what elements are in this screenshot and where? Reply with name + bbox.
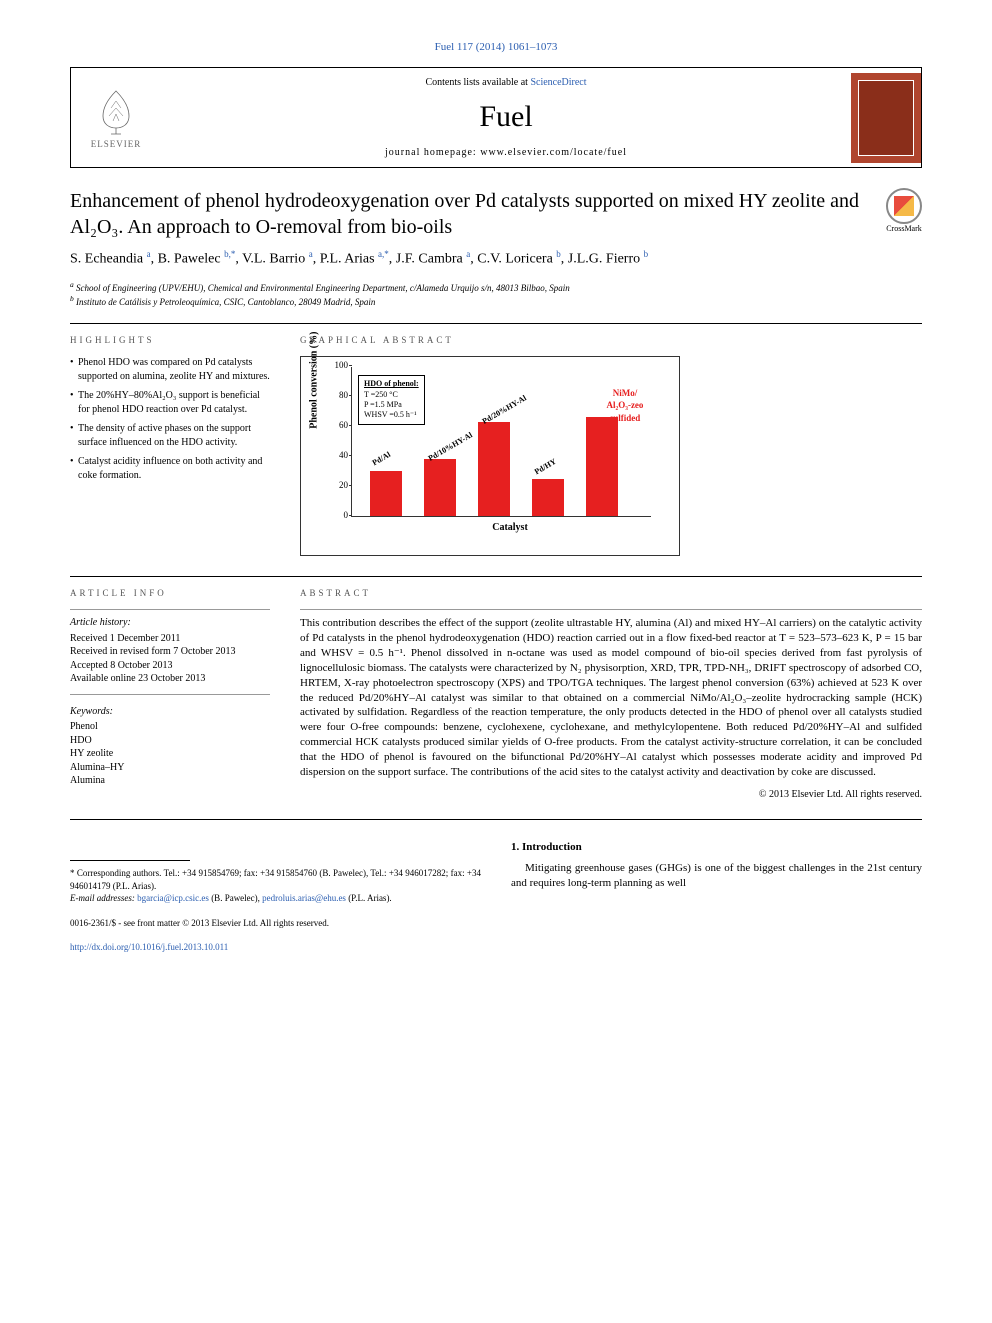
- keywords-block: Keywords: PhenolHDOHY zeoliteAlumina–HYA…: [70, 705, 270, 788]
- article-title: Enhancement of phenol hydrodeoxygenation…: [70, 188, 866, 240]
- email-who: (P.L. Arias).: [346, 893, 392, 903]
- journal-header: ELSEVIER Contents lists available at Sci…: [70, 67, 922, 169]
- authors-list: S. Echeandia a, B. Pawelec b,*, V.L. Bar…: [70, 248, 922, 270]
- y-tick: 100: [330, 359, 348, 371]
- crossmark-label: CrossMark: [886, 224, 922, 235]
- journal-cover-thumbnail: [851, 73, 921, 163]
- contents-line: Contents lists available at ScienceDirec…: [169, 76, 843, 90]
- highlights-heading: HIGHLIGHTS: [70, 334, 270, 346]
- online-date: Available online 23 October 2013: [70, 672, 270, 686]
- copyright-line: © 2013 Elsevier Ltd. All rights reserved…: [300, 788, 922, 802]
- legend-title: HDO of phenol:: [364, 379, 419, 389]
- highlight-item: Phenol HDO was compared on Pd catalysts …: [70, 356, 270, 383]
- keyword: Phenol: [70, 720, 270, 734]
- highlight-item: The density of active phases on the supp…: [70, 422, 270, 449]
- chart-bar: [532, 479, 564, 517]
- keywords-heading: Keywords:: [70, 705, 270, 719]
- journal-issue-link[interactable]: Fuel 117 (2014) 1061–1073: [70, 40, 922, 55]
- emails-prefix: E-mail addresses:: [70, 893, 137, 903]
- accepted-date: Accepted 8 October 2013: [70, 659, 270, 673]
- abstract-text: This contribution describes the effect o…: [300, 616, 922, 779]
- chart-bar: [586, 417, 618, 516]
- keyword: Alumina: [70, 774, 270, 788]
- email-link[interactable]: pedroluis.arias@ehu.es: [262, 893, 346, 903]
- homepage-url[interactable]: www.elsevier.com/locate/fuel: [480, 147, 627, 158]
- article-info-heading: ARTICLE INFO: [70, 587, 270, 599]
- contents-prefix: Contents lists available at: [425, 77, 530, 88]
- highlight-item: Catalyst acidity influence on both activ…: [70, 455, 270, 482]
- highlights-list: Phenol HDO was compared on Pd catalysts …: [70, 356, 270, 482]
- graphical-abstract-chart: Phenol conversion (%) HDO of phenol: T =…: [300, 356, 680, 556]
- y-tick: 80: [330, 389, 348, 401]
- legend-line: T =250 °C: [364, 390, 419, 400]
- front-matter-line: 0016-2361/$ - see front matter © 2013 El…: [70, 917, 481, 929]
- history-heading: Article history:: [70, 616, 270, 630]
- graphical-abstract-heading: GRAPHICAL ABSTRACT: [300, 334, 922, 346]
- affiliations: a School of Engineering (UPV/EHU), Chemi…: [70, 280, 922, 309]
- sciencedirect-link[interactable]: ScienceDirect: [530, 77, 586, 88]
- keyword: HY zeolite: [70, 747, 270, 761]
- header-center: Contents lists available at ScienceDirec…: [161, 68, 851, 168]
- y-tick: 40: [330, 449, 348, 461]
- chart-y-label: Phenol conversion (%): [307, 331, 321, 428]
- email-link[interactable]: bgarcia@icp.csic.es: [137, 893, 209, 903]
- journal-name: Fuel: [169, 97, 843, 138]
- elsevier-tree-icon: [91, 86, 141, 136]
- chart-bar: [424, 459, 456, 516]
- y-tick: 20: [330, 479, 348, 491]
- keyword: Alumina–HY: [70, 761, 270, 775]
- y-tick: 60: [330, 419, 348, 431]
- article-history: Article history: Received 1 December 201…: [70, 616, 270, 686]
- doi-link[interactable]: http://dx.doi.org/10.1016/j.fuel.2013.10…: [70, 941, 481, 953]
- publisher-logo: ELSEVIER: [71, 73, 161, 163]
- email-who: (B. Pawelec),: [209, 893, 262, 903]
- chart-bar: [370, 471, 402, 516]
- chart-legend: HDO of phenol: T =250 °C P =1.5 MPa WHSV…: [358, 375, 425, 425]
- abstract-heading: ABSTRACT: [300, 587, 922, 599]
- chart-x-label: Catalyst: [351, 521, 669, 535]
- received-date: Received 1 December 2011: [70, 632, 270, 646]
- bar-label: Pd/HY: [533, 457, 559, 478]
- introduction-heading: 1. Introduction: [511, 840, 922, 855]
- affiliation-a: School of Engineering (UPV/EHU), Chemica…: [76, 283, 570, 293]
- corresponding-author-note: * Corresponding authors. Tel.: +34 91585…: [70, 867, 481, 892]
- homepage-line: journal homepage: www.elsevier.com/locat…: [169, 146, 843, 160]
- footnotes: * Corresponding authors. Tel.: +34 91585…: [70, 867, 481, 905]
- publisher-name: ELSEVIER: [91, 138, 142, 150]
- bar-label: Pd/Al: [371, 450, 393, 469]
- chart-bar: [478, 422, 510, 517]
- highlight-item: The 20%HY–80%Al₂O₃ support is beneficial…: [70, 389, 270, 416]
- legend-line: WHSV =0.5 h⁻¹: [364, 410, 419, 420]
- revised-date: Received in revised form 7 October 2013: [70, 645, 270, 659]
- legend-line: P =1.5 MPa: [364, 400, 419, 410]
- introduction-text: Mitigating greenhouse gases (GHGs) is on…: [511, 861, 922, 891]
- affiliation-b: Instituto de Catálisis y Petroleoquímica…: [76, 297, 375, 307]
- keyword: HDO: [70, 734, 270, 748]
- y-tick: 0: [330, 509, 348, 521]
- crossmark-badge[interactable]: CrossMark: [886, 188, 922, 235]
- homepage-prefix: journal homepage:: [385, 147, 480, 158]
